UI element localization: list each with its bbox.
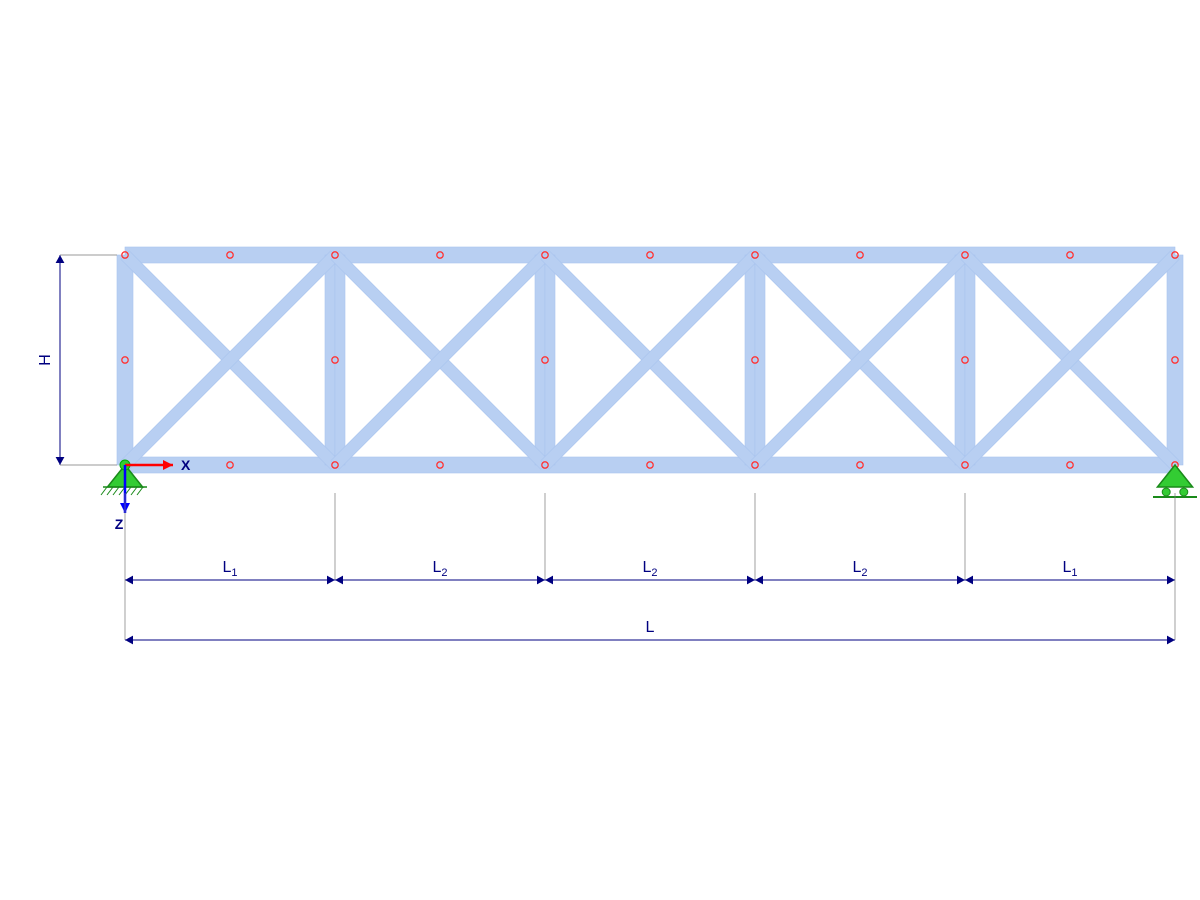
dim-label: L1 <box>1062 559 1077 579</box>
dim-label: L <box>646 619 655 636</box>
svg-text:H: H <box>37 354 54 366</box>
svg-text:Z: Z <box>115 516 124 532</box>
dim-label: L2 <box>852 559 867 579</box>
dim-label: L2 <box>642 559 657 579</box>
dim-label: L2 <box>432 559 447 579</box>
truss-diagram: X Z H L1 L2 L2 L2 L1 L <box>0 0 1200 900</box>
svg-text:X: X <box>181 457 191 473</box>
dim-label: L1 <box>222 559 237 579</box>
